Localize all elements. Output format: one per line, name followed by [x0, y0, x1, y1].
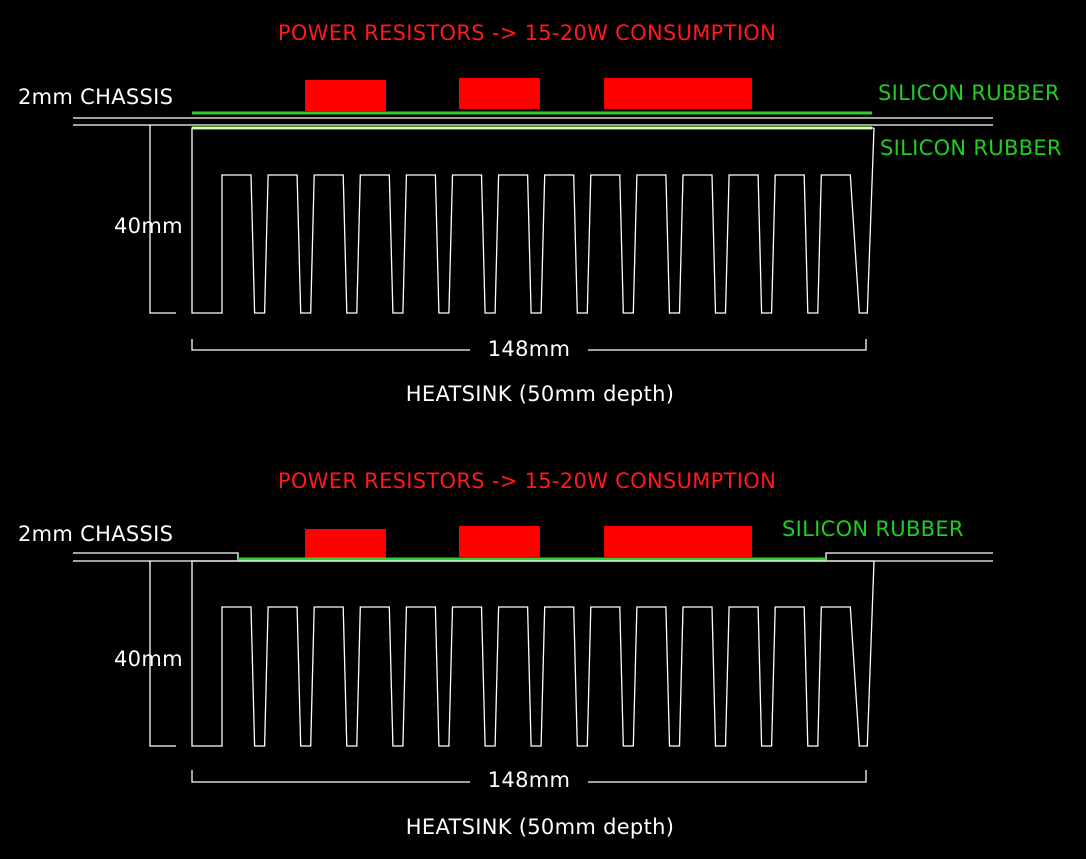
heatsink-label: HEATSINK (50mm depth) — [406, 382, 674, 406]
heatsink-fins — [191, 127, 875, 314]
silicon-rubber-label-2: SILICON RUBBER — [880, 136, 1062, 160]
heatsink-fins — [191, 560, 875, 747]
height-label: 40mm — [114, 647, 183, 671]
diagram-bottom: POWER RESISTORS -> 15-20W CONSUMPTION 2m… — [18, 469, 993, 839]
width-dimension-right — [588, 339, 867, 351]
resistor-3 — [604, 78, 752, 109]
resistor-1 — [305, 80, 386, 111]
width-label: 148mm — [488, 768, 571, 792]
heatsink-label: HEATSINK (50mm depth) — [406, 815, 674, 839]
chassis-line-top-left — [73, 552, 239, 560]
resistor-2 — [459, 526, 540, 557]
width-label: 148mm — [488, 337, 571, 361]
width-dimension-right — [588, 770, 867, 783]
diagram-top: POWER RESISTORS -> 15-20W CONSUMPTION 2m… — [18, 21, 1062, 406]
chassis-label: 2mm CHASSIS — [18, 522, 173, 546]
silicon-rubber-label: SILICON RUBBER — [782, 517, 964, 541]
resistor-3 — [604, 526, 752, 557]
width-dimension-left — [191, 770, 470, 783]
chassis-label: 2mm CHASSIS — [18, 85, 173, 109]
resistor-1 — [305, 529, 386, 560]
width-dimension-left — [191, 339, 470, 351]
resistor-2 — [459, 78, 540, 109]
title-power-resistors: POWER RESISTORS -> 15-20W CONSUMPTION — [278, 469, 776, 493]
height-label: 40mm — [114, 214, 183, 238]
height-dimension — [149, 561, 176, 747]
chassis-line-top-right — [825, 552, 993, 560]
silicon-rubber-label-1: SILICON RUBBER — [878, 81, 1060, 105]
title-power-resistors: POWER RESISTORS -> 15-20W CONSUMPTION — [278, 21, 776, 45]
height-dimension — [149, 125, 176, 314]
